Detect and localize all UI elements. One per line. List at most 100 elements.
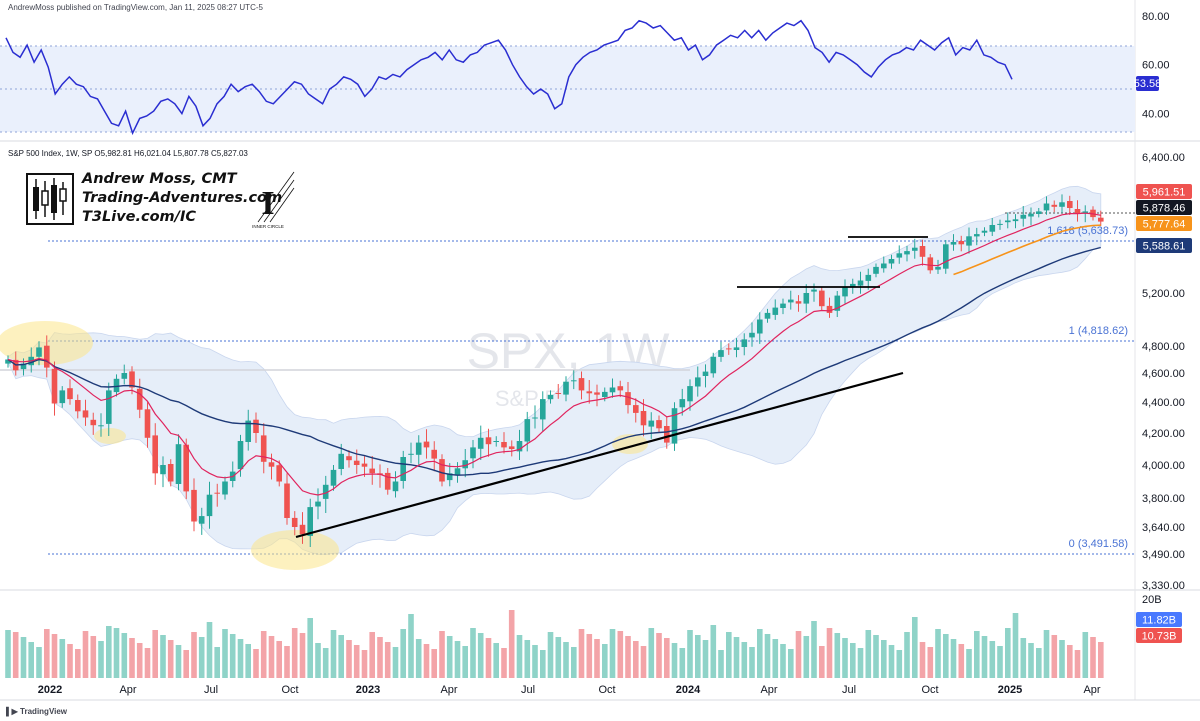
candle-body [36, 347, 42, 357]
candle-body [98, 425, 104, 427]
time-tick-label: Oct [281, 684, 298, 696]
candle-body [222, 481, 228, 495]
candle-body [687, 386, 693, 402]
candle-body [1051, 204, 1058, 207]
candle-body [315, 501, 321, 507]
volume-bar [516, 635, 523, 678]
candle-body [516, 441, 523, 452]
volume-bar [726, 632, 732, 678]
candle-body [896, 253, 903, 258]
volume-bar [687, 630, 693, 678]
candle-body [408, 453, 414, 455]
volume-bar [322, 648, 329, 678]
price-tick-label: 3,800.00 [1142, 493, 1185, 505]
volume-bar [873, 635, 879, 678]
volume-bar [369, 632, 375, 678]
volume-bar [276, 641, 282, 678]
candle-body [532, 417, 538, 419]
tradingview-footer: ▌▶ TradingView [6, 707, 67, 716]
volume-bar [997, 646, 1003, 678]
candle-body [757, 319, 763, 334]
volume-bar [540, 650, 546, 678]
candle-body [5, 359, 11, 364]
volume-bar [59, 639, 66, 678]
price-label-bg [1136, 238, 1192, 253]
volume-bar [780, 644, 786, 678]
volume-axis-20b: 20B [1142, 594, 1162, 606]
volume-bar [989, 641, 996, 678]
volume-bar [1005, 628, 1011, 678]
volume-bar [485, 638, 492, 678]
candle-body [160, 465, 166, 475]
candle-body [152, 435, 158, 474]
volume-bar [67, 644, 73, 678]
candle-body [1020, 214, 1027, 219]
price-label-text: 5,588.61 [1143, 241, 1186, 253]
candle-body [997, 223, 1003, 225]
volume-bar [958, 644, 965, 678]
time-tick-label: Oct [921, 684, 938, 696]
volume-bar [842, 638, 848, 678]
volume-bar [346, 640, 352, 678]
volume-bar [191, 632, 197, 678]
volume-bar [12, 632, 19, 678]
volume-bar [44, 629, 50, 678]
author-brand: Andrew Moss, CMT Trading-Adventures.com … [26, 170, 282, 227]
candle-body [129, 371, 135, 388]
candle-body [20, 363, 27, 370]
candle-body [322, 484, 329, 499]
candle-body [175, 444, 182, 484]
candle-body [501, 442, 507, 448]
volume-bar [702, 640, 709, 678]
candle-body [764, 312, 771, 319]
volume-bar [36, 647, 42, 678]
candle-body [881, 263, 887, 269]
volume-bar [229, 634, 236, 678]
rsi-current-value: 53.58 [1134, 78, 1162, 90]
price-label-text: 5,878.46 [1143, 203, 1186, 215]
volume-bar [547, 632, 554, 678]
candle-body [299, 524, 306, 535]
candle-body [330, 469, 337, 486]
candle-body [741, 339, 748, 347]
volume-bar [477, 633, 484, 678]
candle-body [788, 299, 794, 303]
candle-body [44, 345, 50, 368]
candle-body [571, 380, 577, 382]
candlestick-logo-icon [26, 172, 74, 225]
volume-bar [222, 629, 228, 678]
candle-body [710, 356, 717, 374]
candle-body [524, 419, 531, 442]
time-axis: 2022 Apr Jul Oct 2023 Apr Jul Oct 2024 Apr Jul Oct 2… [38, 684, 1101, 696]
candle-body [384, 472, 391, 490]
candle-body [586, 391, 593, 394]
candle-body [291, 517, 298, 527]
candle-body [578, 378, 585, 391]
volume-bar [912, 617, 918, 678]
candle-body [718, 350, 724, 357]
candle-body [75, 400, 81, 412]
candle-body [392, 481, 399, 492]
candle-body [974, 234, 980, 237]
candle-body [1098, 217, 1104, 222]
candle-body [648, 420, 655, 427]
tradingview-brand: TradingView [20, 707, 68, 716]
candle-body [609, 387, 616, 393]
volume-bar [888, 645, 895, 678]
time-tick-label: Jul [204, 684, 218, 696]
candle-body [121, 373, 128, 379]
candle-body [749, 332, 755, 338]
candle-body [307, 507, 313, 536]
candle-body [136, 388, 143, 410]
candle-body [981, 230, 988, 233]
volume-bar [175, 645, 182, 678]
volume-bar [819, 646, 825, 678]
volume-bars [5, 610, 1104, 678]
volume-bar [757, 629, 763, 678]
candle-body [795, 301, 802, 304]
volume-bar [943, 634, 949, 678]
candle-body [361, 463, 368, 467]
volume-bar [640, 646, 647, 678]
candle-body [625, 392, 631, 406]
volume-pane: 20B 11.82B 10.73B [5, 594, 1182, 678]
